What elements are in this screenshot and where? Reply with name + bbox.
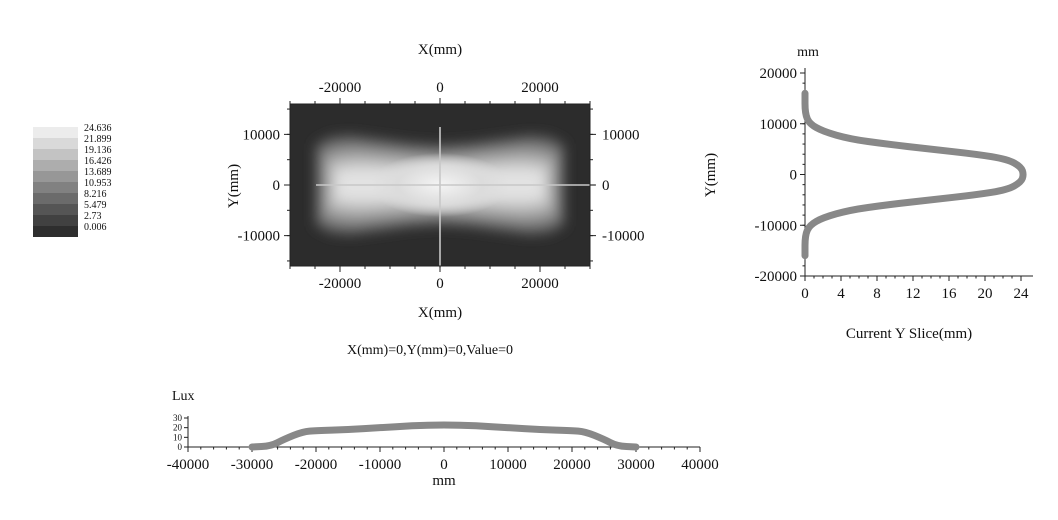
x-slice-y-tick-label: 20 xyxy=(173,423,183,433)
colorbar-label: 16.426 xyxy=(84,156,112,167)
heatmap-y-tick-label: -10000 xyxy=(238,229,281,245)
x-slice-x-tick-label: 0 xyxy=(440,457,448,473)
heatmap-y-tick-label-right: 0 xyxy=(602,178,610,194)
x-slice-y-tick-label: 0 xyxy=(178,442,183,452)
x-slice-curve xyxy=(248,421,640,451)
x-slice-x-tick-label: -30000 xyxy=(231,457,274,473)
colorbar-label: 24.636 xyxy=(84,123,112,134)
colorbar-swatch xyxy=(33,226,78,237)
colorbar-swatch xyxy=(33,138,78,149)
heatmap-x-tick-label: -20000 xyxy=(319,276,362,292)
heatmap-y-axis-title: Y(mm) xyxy=(226,164,242,208)
colorbar-label: 10.953 xyxy=(84,178,112,189)
heatmap-x-tick-label-top: 0 xyxy=(436,80,444,96)
colorbar-swatch xyxy=(33,127,78,138)
heatmap-y-tick-label: 10000 xyxy=(243,127,281,143)
colorbar-label: 13.689 xyxy=(84,167,112,178)
heatmap-plot: -20000 -20000 0 0 20000 20000 10000 10000 0 0 -100… xyxy=(226,42,645,321)
y-slice-y-tick-label: 20000 xyxy=(760,66,798,82)
colorbar-label: 5.479 xyxy=(84,200,107,211)
y-slice-x-tick-label: 8 xyxy=(873,286,881,302)
colorbar-swatch xyxy=(33,149,78,160)
colorbar-swatch xyxy=(33,204,78,215)
y-slice-x-tick-label: 0 xyxy=(801,286,809,302)
heatmap-x-tick-label-top: 20000 xyxy=(521,80,559,96)
y-slice-x-tick-label: 12 xyxy=(906,286,921,302)
y-slice-x-tick-label: 16 xyxy=(942,286,958,302)
x-slice-x-tick-label: 30000 xyxy=(617,457,655,473)
y-slice-x-axis-title: Current Y Slice(mm) xyxy=(846,326,972,342)
x-slice-y-axis-title: Lux xyxy=(172,389,195,404)
colorbar-label: 21.899 xyxy=(84,134,112,145)
heatmap-bottom-axis-title: X(mm) xyxy=(418,305,462,321)
heatmap-y-tick-label: 0 xyxy=(273,178,281,194)
colorbar-label: 0.006 xyxy=(84,222,107,233)
x-slice-y-tick-label: 30 xyxy=(173,413,183,423)
colorbar-label: 2.73 xyxy=(84,211,102,222)
y-slice-top-label: mm xyxy=(797,45,819,60)
x-slice-x-tick-label: -20000 xyxy=(295,457,338,473)
x-slice-x-tick-label: -40000 xyxy=(167,457,210,473)
heatmap-x-tick-label-top: -20000 xyxy=(319,80,362,96)
y-slice-curve xyxy=(801,89,1027,260)
heatmap-y-tick-label-right: 10000 xyxy=(602,127,640,143)
y-slice-y-tick-label: -10000 xyxy=(755,218,798,234)
colorbar-swatch xyxy=(33,171,78,182)
heatmap-x-tick-label: 20000 xyxy=(521,276,559,292)
y-slice-x-tick-label: 24 xyxy=(1014,286,1030,302)
colorbar-label: 19.136 xyxy=(84,145,112,156)
colorbar-swatch xyxy=(33,160,78,171)
x-slice-x-tick-label: 40000 xyxy=(681,457,719,473)
x-slice-x-tick-label: -10000 xyxy=(359,457,402,473)
heatmap-y-tick-label-right: -10000 xyxy=(602,229,645,245)
heatmap-x-tick-label: 0 xyxy=(436,276,444,292)
y-slice-y-tick-label: 0 xyxy=(790,168,798,184)
cursor-readout: X(mm)=0,Y(mm)=0,Value=0 xyxy=(347,343,513,358)
x-slice-plot: -40000 -30000 -20000 -10000 0 10000 20000 30000… xyxy=(167,389,719,489)
x-slice-x-axis-title: mm xyxy=(432,473,456,489)
y-slice-x-tick-label: 4 xyxy=(837,286,845,302)
y-slice-x-tick-label: 20 xyxy=(978,286,993,302)
y-slice-plot: 0 4 8 12 16 20 24 20000 10000 0 -10000 -20000 mm Y(… xyxy=(703,45,1033,342)
y-slice-y-tick-label: 10000 xyxy=(760,117,798,133)
colorbar-swatch xyxy=(33,193,78,204)
x-slice-x-tick-label: 10000 xyxy=(489,457,527,473)
colorbar-swatch xyxy=(33,182,78,193)
x-slice-x-tick-label: 20000 xyxy=(553,457,591,473)
colorbar-label: 8.216 xyxy=(84,189,107,200)
heatmap-top-axis-title: X(mm) xyxy=(418,42,462,58)
x-slice-y-tick-label: 10 xyxy=(173,432,183,442)
y-slice-y-axis-title: Y(mm) xyxy=(703,153,719,197)
colorbar-swatch xyxy=(33,215,78,226)
y-slice-y-tick-label: -20000 xyxy=(755,269,798,285)
colorbar: 24.63621.89919.13616.42613.68910.9538.21… xyxy=(33,123,112,237)
